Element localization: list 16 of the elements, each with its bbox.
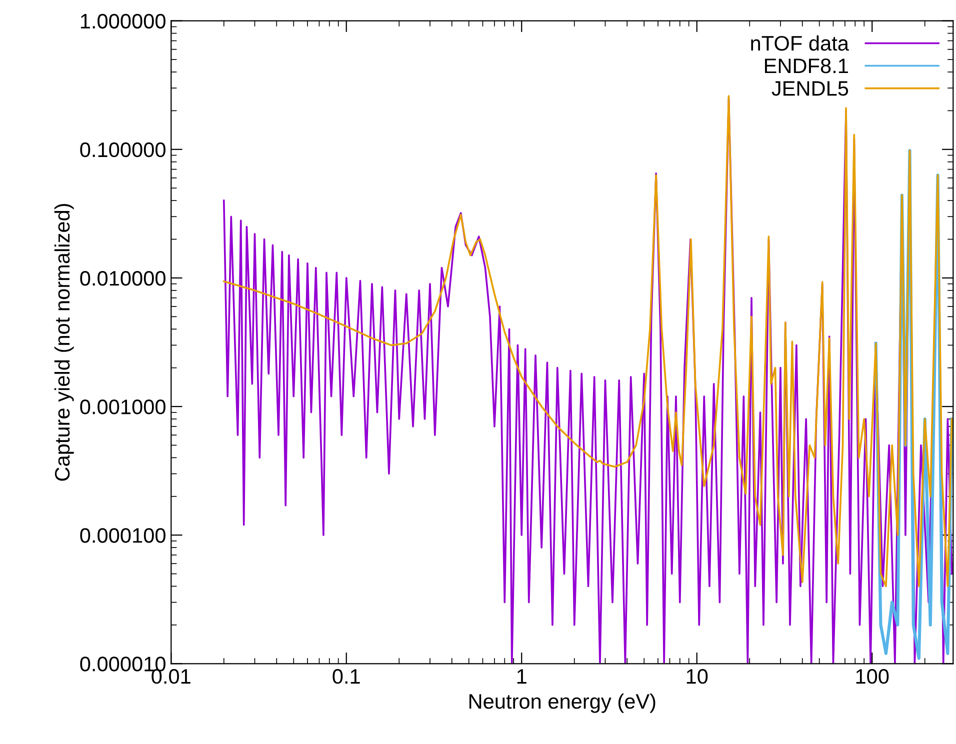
y-tick-label: 0.010000 bbox=[80, 270, 166, 286]
y-tick-label: 1.000000 bbox=[80, 14, 166, 29]
y-tick-label: 0.100000 bbox=[80, 142, 166, 158]
x-tick-label: 0.01 bbox=[152, 669, 190, 684]
y-axis-title: Capture yield (not normalized) bbox=[54, 204, 74, 481]
x-axis-title: Neutron energy (eV) bbox=[469, 693, 656, 713]
legend-label: ENDF8.1 bbox=[765, 58, 848, 74]
y-tick-label: 0.001000 bbox=[80, 400, 166, 414]
y-tick-label: 0.000010 bbox=[80, 656, 166, 672]
legend-label: nTOF data bbox=[751, 35, 849, 51]
x-tick-label: 10 bbox=[686, 669, 708, 684]
x-tick-label: 1 bbox=[517, 669, 526, 684]
legend-label: JENDL5 bbox=[772, 81, 848, 96]
y-tick-label: 0.000100 bbox=[80, 528, 166, 543]
x-tick-label: 100 bbox=[856, 669, 889, 684]
x-tick-label: 0.1 bbox=[332, 669, 360, 684]
